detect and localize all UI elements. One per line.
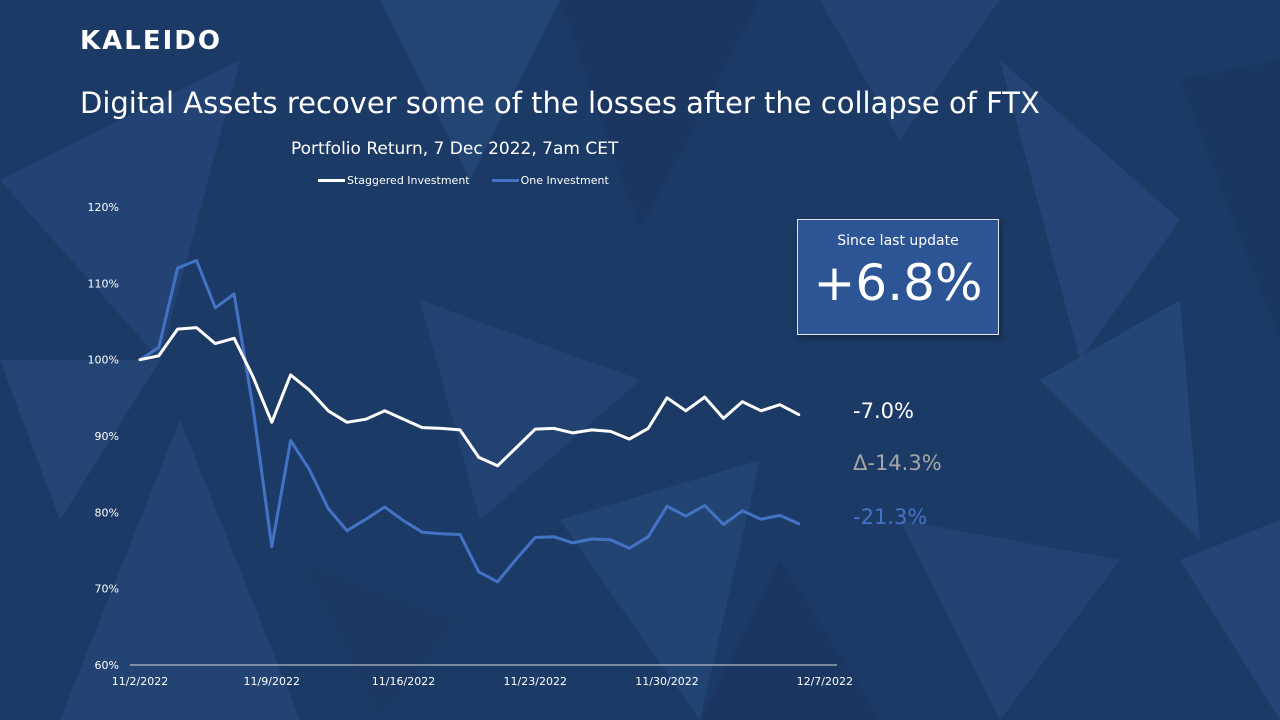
- since-last-update-card: Since last update +6.8%: [797, 219, 999, 335]
- delta-label: Δ-14.3%: [853, 451, 942, 475]
- x-tick-label: 11/30/2022: [635, 675, 698, 688]
- legend-swatch-staggered: [318, 179, 345, 182]
- kaleido-logo: KALEIDO: [80, 26, 222, 56]
- one-investment-end-label: -21.3%: [853, 505, 928, 529]
- x-tick-label: 11/2/2022: [112, 675, 168, 688]
- legend-label-one: One Investment: [520, 174, 609, 187]
- y-tick-label: 120%: [88, 201, 119, 214]
- y-tick-label: 90%: [95, 430, 119, 443]
- page-title: Digital Assets recover some of the losse…: [80, 86, 1040, 120]
- chart-legend: Staggered Investment One Investment: [318, 174, 609, 187]
- y-tick-label: 80%: [95, 506, 119, 519]
- kpi-label: Since last update: [837, 233, 959, 249]
- y-tick-label: 100%: [88, 354, 119, 367]
- x-tick-label: 11/9/2022: [244, 675, 300, 688]
- y-tick-label: 60%: [95, 659, 119, 672]
- kpi-value: +6.8%: [813, 254, 983, 312]
- one-investment-line: [138, 258, 801, 584]
- legend-label-staggered: Staggered Investment: [347, 174, 470, 187]
- staggered-end-label: -7.0%: [853, 399, 914, 423]
- staggered-investment-line: [138, 326, 801, 468]
- legend-swatch-one: [491, 179, 519, 182]
- chart-title: Portfolio Return, 7 Dec 2022, 7am CET: [291, 139, 619, 159]
- y-tick-label: 70%: [95, 583, 119, 596]
- x-tick-label: 12/7/2022: [797, 675, 853, 688]
- x-tick-label: 11/23/2022: [504, 675, 567, 688]
- legend-item-one: One Investment: [491, 174, 609, 187]
- legend-item-staggered: Staggered Investment: [318, 174, 470, 187]
- x-tick-label: 11/16/2022: [372, 675, 435, 688]
- y-tick-label: 110%: [88, 277, 119, 290]
